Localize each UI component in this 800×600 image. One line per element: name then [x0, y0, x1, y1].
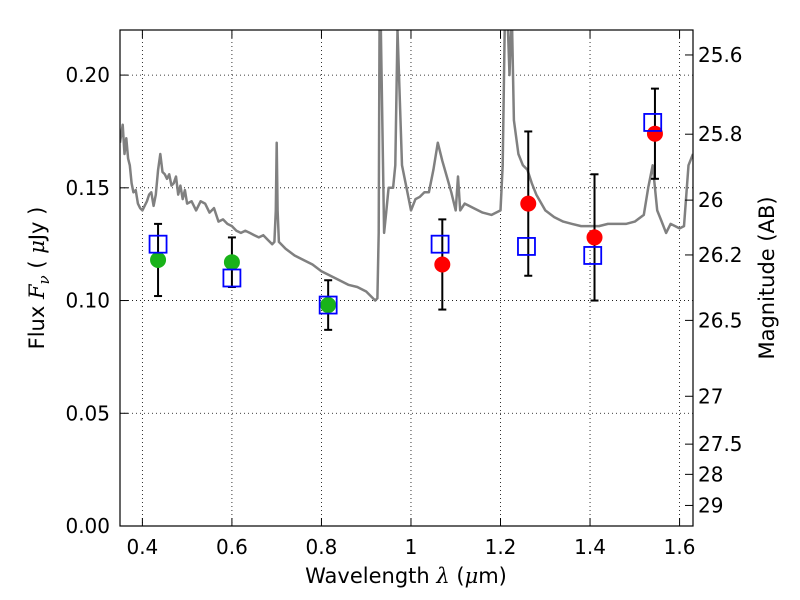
mag-tick-label: 25.8	[698, 122, 743, 146]
data-point	[520, 195, 537, 212]
mag-tick-label: 27	[698, 384, 723, 408]
model-square	[222, 268, 242, 288]
sed-line-layer	[120, 30, 693, 302]
y-tick-label: 0.15	[65, 176, 110, 200]
data-point	[586, 229, 603, 246]
y-tick-label: 0.10	[65, 289, 110, 313]
mag-tick-label: 27.5	[698, 432, 743, 456]
errorbar-layer	[154, 87, 659, 331]
mag-tick-label: 28	[698, 462, 723, 486]
data-point	[320, 297, 337, 314]
y-axis-label-left: Flux Fν ( μJy )	[25, 207, 53, 350]
x-tick-label: 1.2	[485, 535, 517, 559]
y-axis-label-right: Magnitude (AB)	[755, 196, 779, 359]
plot-frame	[119, 29, 694, 527]
data-point	[223, 254, 240, 271]
x-axis-label: Wavelength λ (μm)	[305, 564, 507, 588]
model-square	[318, 295, 338, 315]
x-tick-label: 1.6	[664, 535, 696, 559]
point-layer	[148, 113, 663, 315]
mag-tick-label: 25.6	[698, 43, 743, 67]
x-tick-label: 0.6	[216, 535, 248, 559]
sed-line	[120, 30, 693, 302]
mag-tick-label: 26	[698, 188, 723, 212]
y-tick-label: 0.00	[65, 514, 110, 538]
x-tick-label: 0.4	[126, 535, 158, 559]
model-square	[430, 234, 450, 254]
x-tick-label: 0.8	[306, 535, 338, 559]
data-point	[150, 251, 167, 268]
x-tick-label: 1.4	[574, 535, 606, 559]
data-point	[646, 125, 663, 142]
data-point	[434, 256, 451, 273]
model-square	[148, 234, 168, 254]
tick-layer: 0.4 0.6 0.8 1 1.2 1.4 1.6 0.00 0.05 0.10 0.15 0.20 2…	[65, 30, 743, 559]
mag-tick-label: 26.5	[698, 308, 743, 332]
grid	[120, 30, 693, 526]
model-square	[583, 246, 603, 265]
mag-tick-label: 26.2	[698, 243, 743, 267]
y-tick-label: 0.05	[65, 401, 110, 425]
x-tick-label: 1	[405, 535, 418, 559]
model-square	[517, 237, 536, 256]
model-square	[643, 113, 663, 132]
mag-tick-label: 29	[698, 493, 723, 517]
y-tick-label: 0.20	[65, 63, 110, 87]
